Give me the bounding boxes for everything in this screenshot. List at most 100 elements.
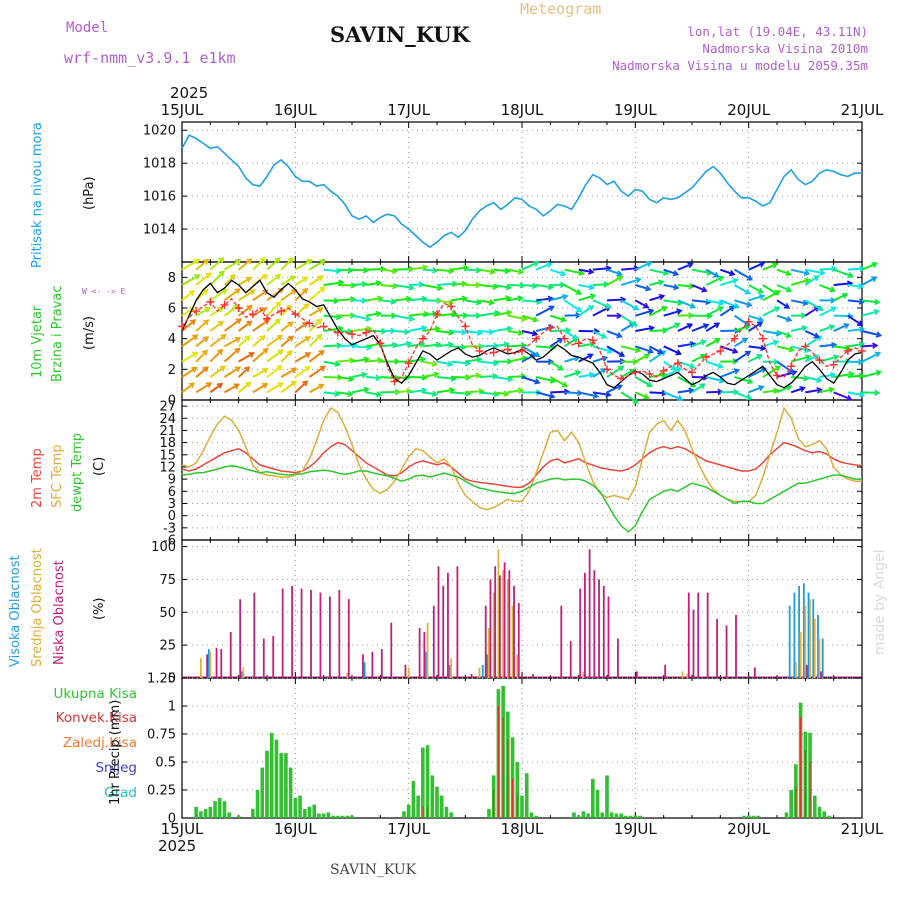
wind-arrow-93-5 (620, 314, 638, 327)
wind-arrowhead-114-0 (733, 388, 740, 396)
wind-arrowhead-57-3 (460, 343, 467, 351)
wind-arrow-141-1 (847, 374, 864, 378)
wind-arrow-96-4 (635, 326, 654, 332)
wind-arrow-132-0 (805, 388, 822, 394)
wind-arrow-63-6 (479, 299, 494, 305)
total-precip-bar-63 (619, 813, 623, 818)
wind-arrowhead-39-5 (375, 310, 382, 318)
wind-arrow-117-6 (734, 299, 752, 307)
wind-arrow-132-1 (805, 376, 822, 382)
wind-arrow-12-3 (237, 335, 251, 348)
wind-arrowhead-99-7 (658, 279, 665, 286)
wind-arrowhead-48-2 (419, 356, 427, 363)
mid-cloud-bar-4 (407, 667, 410, 678)
y-tick-label-2-6: 12 (159, 460, 176, 475)
wind-arrow-30-7 (323, 281, 344, 286)
wind-arrowhead-0-3 (192, 334, 199, 341)
wind-arrow-78-5 (550, 314, 566, 322)
total-precip-bar-35 (421, 747, 425, 818)
wind-arrowhead-12-2 (248, 352, 255, 358)
wind-arrowhead-18-7 (274, 273, 282, 280)
high-cloud-bar-4 (448, 664, 451, 678)
wind-arrow-51-2 (422, 360, 437, 366)
wind-arrowhead-27-6 (319, 286, 326, 293)
low-cloud-bar-4 (239, 599, 242, 678)
precip-label-hail: Grad (104, 785, 137, 801)
wind-arrowhead-42-6 (390, 298, 397, 305)
wind-arrow-36-2 (351, 357, 369, 363)
y-tick-label-3-1: 25 (159, 639, 176, 654)
wind-arrow-132-5 (804, 306, 820, 317)
low-cloud-bar-50 (687, 592, 690, 678)
wind-speed-marker-8 (234, 304, 243, 312)
total-precip-bar-81 (827, 815, 831, 818)
wind-arrow-141-5 (847, 314, 863, 326)
high-cloud-bar-1 (240, 671, 243, 678)
wind-arrowhead-6-0 (216, 382, 224, 389)
wind-arrow-54-2 (436, 360, 453, 366)
wind-arrow-39-1 (366, 376, 381, 380)
wind-arrow-66-7 (493, 284, 511, 289)
y-tick-label-2-5: 9 (168, 473, 176, 488)
wind-arrowhead-78-2 (557, 364, 565, 371)
wind-arrowhead-138-3 (844, 344, 852, 352)
top-day-label-5: 20JUL (727, 101, 770, 119)
wind-arrow-54-0 (436, 388, 454, 394)
wind-arrowhead-120-3 (760, 344, 767, 352)
low-cloud-bar-43 (593, 570, 596, 678)
total-precip-bar-1 (199, 811, 203, 818)
wind-arrowhead-21-5 (286, 304, 293, 311)
wind-arrow-108-2 (691, 354, 706, 363)
wind-arrowhead-90-7 (617, 275, 624, 282)
wind-arrowhead-12-1 (244, 366, 251, 373)
wind-arrowhead-141-5 (856, 320, 864, 327)
wind-arrowhead-102-0 (677, 395, 684, 402)
wind-arrowhead-102-3 (675, 349, 682, 356)
wind-arrow-66-6 (493, 296, 511, 302)
low-cloud-bar-18 (380, 649, 383, 678)
wind-arrow-144-6 (861, 299, 880, 304)
wind-arrow-78-2 (549, 360, 564, 371)
wind-arrowhead-15-3 (259, 335, 266, 342)
wind-arrow-15-0 (252, 383, 268, 394)
wind-arrow-33-1 (337, 376, 354, 381)
model-label: Model (66, 20, 109, 36)
wind-arrowhead-75-5 (548, 305, 555, 312)
wind-arrow-42-7 (380, 284, 398, 288)
wind-arrow-141-8 (847, 267, 865, 271)
wind-arrow-126-4 (776, 330, 791, 338)
wind-arrow-3-1 (195, 366, 209, 378)
wind-arrowhead-42-7 (392, 282, 399, 290)
total-precip-bar-53 (572, 812, 576, 818)
wind-arrowhead-129-8 (803, 269, 811, 276)
wind-arrowhead-96-1 (646, 381, 653, 388)
y-tick-label-2-8: 18 (159, 436, 176, 451)
total-precip-bar-69 (746, 815, 751, 818)
wind-arrow-63-5 (479, 311, 500, 317)
wind-arrowhead-69-8 (517, 268, 525, 275)
wind-arrowhead-51-2 (431, 360, 439, 367)
wind-arrow-105-0 (677, 389, 694, 394)
wind-arrow-111-2 (705, 360, 723, 368)
high-cloud-bar-11 (807, 592, 810, 678)
wind-arrowhead-105-6 (689, 302, 697, 309)
mid-cloud-bar-9 (492, 592, 495, 678)
total-precip-bar-23 (317, 813, 321, 818)
wind-speed-marker-94 (843, 346, 852, 355)
low-cloud-bar-35 (513, 586, 515, 678)
wind-speed-marker-88 (801, 342, 810, 351)
bottom-day-label-2: 17JUL (387, 820, 430, 838)
wind-arrowhead-27-1 (319, 365, 326, 372)
wind-arrowhead-99-5 (661, 305, 668, 312)
wind-arrowhead-27-3 (316, 333, 323, 341)
wind-arrow-33-3 (337, 344, 357, 348)
wind-speed-marker-32 (404, 359, 413, 368)
low-cloud-bar-41 (583, 572, 586, 678)
wind-arrow-0-1 (181, 366, 197, 378)
wind-arrowhead-45-5 (408, 315, 416, 322)
mid-cloud-bar-6 (450, 658, 453, 678)
wind-arrow-99-8 (649, 268, 669, 275)
wind-speed-marker-60 (603, 365, 611, 374)
mid-cloud-bar-14 (516, 654, 519, 678)
wind-arrowhead-6-5 (217, 306, 225, 313)
